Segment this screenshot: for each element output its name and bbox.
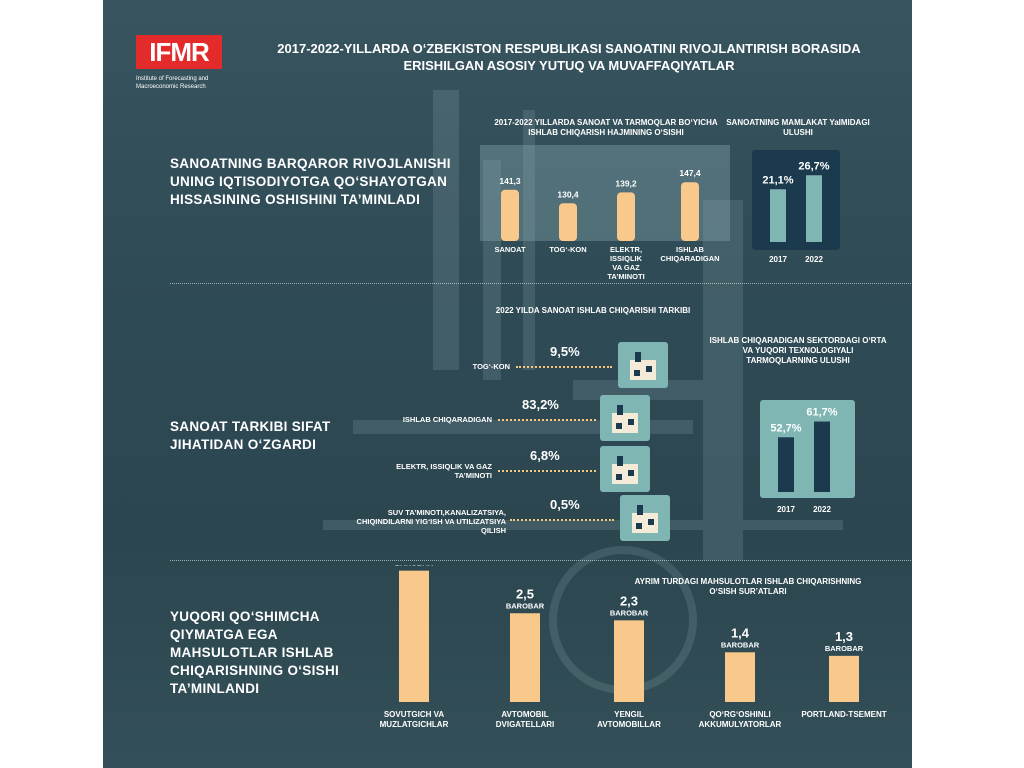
bar-value-label: 2,5 [516, 586, 534, 601]
bar-value-label: 21,1% [762, 174, 793, 186]
chart3-title: 2022 YILDA SANOAT ISHLAB CHIQARISHI TARK… [495, 306, 691, 315]
bar-3 [617, 192, 635, 241]
category-label: YENGIL AVTOMOBILLAR [597, 710, 661, 729]
bar-value-label: 61,7% [806, 407, 837, 419]
bar-value-label: 139,2 [615, 178, 637, 188]
section-3-heading: YUQORI QO‘SHIMCHA QIYMATGA EGA MAHSULOTL… [170, 609, 340, 696]
factory-icon [600, 395, 650, 441]
structure-percent: 6,8% [530, 448, 560, 463]
section-1-heading: SANOATNING BARQAROR RIVOJLANISHI UNING I… [170, 156, 451, 207]
category-label: QO‘RG‘OSHINLI AKKUMULYATORLAR [699, 710, 782, 729]
category-label: ELEKTR, ISSIQLIK VA GAZ TA’MINOTI [607, 245, 644, 281]
category-label: AVTOMOBIL DVIGATELLARI [496, 710, 555, 729]
chart2-title: SANOATNING MAMLAKAT YaIMIDAGI ULUSHI [726, 118, 870, 137]
section-divider-1 [170, 283, 912, 284]
bar-2 [510, 613, 540, 702]
structure-percent: 0,5% [550, 497, 580, 512]
dotted-connector [516, 366, 612, 368]
bar-4 [725, 652, 755, 702]
bar-value-label: 1,4 [731, 625, 750, 640]
bar-1 [501, 189, 519, 241]
structure-percent: 9,5% [550, 344, 580, 359]
structure-label: ELEKTR, ISSIQLIK VA GAZ TA’MINOTI [396, 462, 492, 480]
bar-3 [614, 620, 644, 702]
category-label: SANOAT [494, 245, 526, 254]
dotted-connector [498, 419, 596, 421]
bar-unit-label: BAROBAR [825, 644, 864, 653]
bar-value-label: 2,3 [620, 593, 638, 608]
chart-product-growth: 3,7BAROBARSOVUTGICH VAMUZLATGICHLAR2,5BA… [380, 565, 887, 729]
structure-label: SUV TA’MINOTI,KANALIZATSIYA, CHIQINDILAR… [356, 508, 506, 535]
chart5-title: AYRIM TURDAGI MAHSULOTLAR ISHLAB CHIQARI… [634, 577, 862, 596]
bar-unit-label: BAROBAR [395, 565, 434, 568]
bar-2017 [778, 437, 794, 492]
section-divider-2 [170, 560, 912, 561]
chart-gdp-share: 21,1% 2017 26,7% 2022 [752, 150, 840, 264]
year-label: 2022 [813, 505, 831, 514]
bar-2022 [806, 175, 822, 242]
bar-2017 [770, 189, 786, 242]
year-label: 2017 [769, 255, 787, 264]
bar-4 [681, 182, 699, 241]
water-building-icon [620, 495, 670, 541]
bar-2022 [814, 421, 830, 492]
year-label: 2022 [805, 255, 823, 264]
category-label: ISHLAB CHIQARADIGAN [660, 245, 719, 263]
structure-label: ISHLAB CHIQARADIGAN [402, 415, 492, 424]
bar-value-label: 141,3 [499, 176, 521, 186]
logo-subtitle: Institute of Forecasting and Macroeconom… [136, 76, 209, 90]
bar-value-label: 1,3 [835, 629, 853, 644]
section-2-heading: SANOAT TARKIBI SIFAT JIHATIDAN O‘ZGARDI [170, 419, 331, 452]
bar-5 [829, 655, 859, 702]
mining-icon [618, 342, 668, 388]
dotted-connector [498, 470, 596, 472]
bar-unit-label: BAROBAR [610, 608, 649, 617]
category-label: PORTLAND-TSEMENT [801, 710, 886, 719]
power-plant-icon [600, 446, 650, 492]
category-label: TOG‘-KON [549, 245, 586, 254]
page-title: 2017-2022-YILLARDA O‘ZBEKISTON RESPUBLIK… [277, 41, 861, 73]
infographic-poster: IFMR Institute of Forecasting and Macroe… [103, 0, 912, 768]
chart-hightech-share: 52,7% 2017 61,7% 2022 [760, 400, 855, 514]
bar-value-label: 26,7% [798, 160, 829, 172]
year-label: 2017 [777, 505, 795, 514]
chart1-title: 2017-2022 YILLARDA SANOAT VA TARMOQLAR B… [494, 118, 718, 137]
category-label: SOVUTGICH VA MUZLATGICHLAR [380, 710, 449, 729]
chart-production-growth: 141,3 SANOAT 130,4 TOG‘-KON 139,2 ELEKTR, ISSI… [480, 145, 730, 281]
bar-value-label: 147,4 [679, 168, 701, 178]
bar-unit-label: BAROBAR [721, 640, 760, 649]
chart4-title: ISHLAB CHIQARADIGAN SEKTORDAGI O‘RTA VA … [709, 336, 887, 365]
bar-unit-label: BAROBAR [506, 601, 545, 610]
bar-value-label: 52,7% [770, 422, 801, 434]
bar-1 [399, 570, 429, 702]
dotted-connector [510, 519, 614, 521]
bar-value-label: 130,4 [557, 189, 579, 199]
structure-percent: 83,2% [522, 397, 559, 412]
bar-2 [559, 203, 577, 241]
structure-label: TOG‘-KON [472, 362, 510, 371]
ifmr-logo: IFMR [136, 35, 222, 69]
